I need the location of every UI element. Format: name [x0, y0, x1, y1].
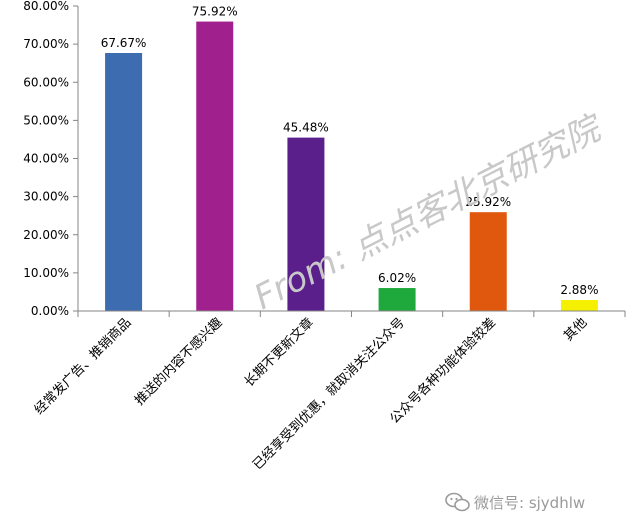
y-axis: 0.00% 10.00% 20.00% 30.00% 40.00% 50.00% 60.00…: [23, 0, 79, 318]
bar: [560, 300, 598, 311]
data-label: 6.02%: [378, 271, 416, 285]
y-tick-label: 50.00%: [23, 113, 69, 127]
y-tick-label: 60.00%: [23, 75, 69, 89]
y-tick-label: 70.00%: [23, 37, 69, 51]
y-tick-label: 20.00%: [23, 228, 69, 242]
category-label: 经常发广告、推销商品: [31, 315, 134, 418]
y-tick-label: 40.00%: [23, 152, 69, 166]
category-label: 长期不更新文章: [241, 315, 317, 391]
category-label: 已经享受到优惠，就取消关注公众号: [250, 315, 408, 473]
bar: [378, 288, 416, 311]
footer: 微信号: sjydhlw: [445, 492, 585, 512]
y-tick-label: 0.00%: [31, 304, 69, 318]
bar: [105, 53, 143, 312]
data-label: 75.92%: [192, 5, 238, 19]
data-label: 67.67%: [101, 36, 147, 50]
bar: [469, 212, 507, 311]
category-label: 推送的内容不感兴趣: [132, 315, 226, 409]
y-tick-label: 80.00%: [23, 0, 69, 13]
data-label: 25.92%: [465, 195, 511, 209]
y-tick-label: 10.00%: [23, 266, 69, 280]
wechat-icon: [445, 492, 470, 512]
data-label: 2.88%: [560, 283, 598, 297]
bar: [287, 137, 325, 311]
footer-text: 微信号: sjydhlw: [474, 494, 585, 512]
data-labels: 67.67% 75.92% 45.48% 6.02% 25.92% 2.88%: [101, 5, 599, 297]
data-label: 45.48%: [283, 121, 329, 135]
bars: [105, 21, 598, 312]
y-tick-label: 30.00%: [23, 190, 69, 204]
category-label: 其他: [561, 315, 590, 344]
bar: [196, 21, 234, 312]
category-label: 公众号各种功能体验较差: [387, 315, 499, 427]
